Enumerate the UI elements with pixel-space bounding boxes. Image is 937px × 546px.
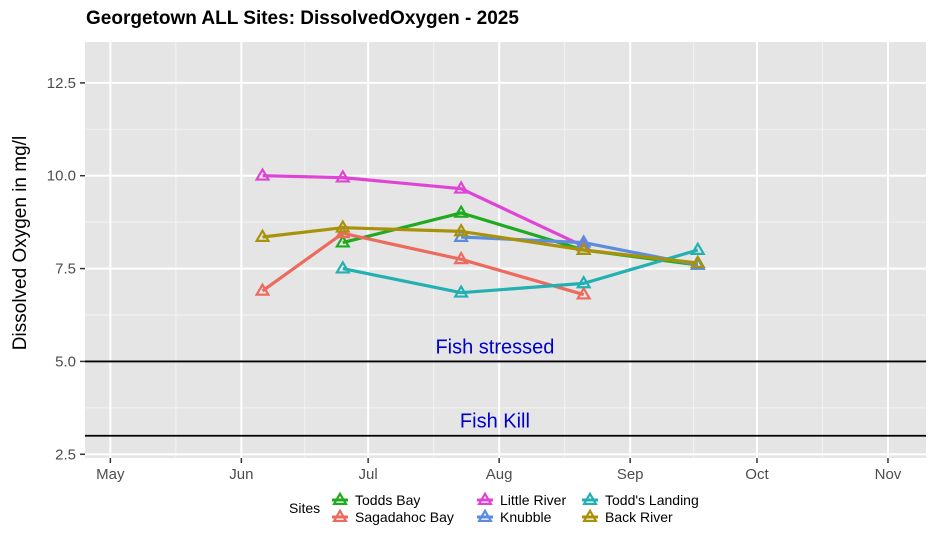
legend-key-marker (332, 491, 348, 505)
data-point (689, 241, 706, 255)
y-tick-label: 2.5 (55, 446, 76, 463)
series (254, 219, 706, 268)
data-point (575, 241, 592, 255)
legend-key-marker (332, 508, 348, 522)
legend-key-marker (582, 491, 598, 505)
data-point (254, 228, 271, 242)
legend-item[interactable]: Knubble (477, 508, 552, 525)
legend-item[interactable]: Sagadahoc Bay (332, 508, 454, 525)
legend-key-marker (477, 491, 493, 505)
reference-line-label: Fish stressed (435, 336, 554, 358)
series (334, 241, 706, 298)
x-tick-label: Nov (875, 466, 902, 483)
series-line (262, 174, 585, 248)
data-point (334, 219, 351, 233)
data-point (575, 234, 592, 248)
series-line (261, 231, 585, 297)
reference-line-label: Fish Kill (460, 411, 530, 433)
x-tick-label: Jun (229, 466, 253, 483)
grid-lines (85, 42, 926, 458)
y-tick-label: 12.5 (47, 75, 76, 92)
legend-item[interactable]: Back River (582, 508, 673, 525)
data-point (453, 284, 469, 298)
series-line (342, 248, 699, 295)
data-point (575, 286, 592, 300)
legend-label: Sagadahoc Bay (355, 509, 454, 525)
legend-title: Sites (289, 500, 320, 516)
legend-label: Todd's Landing (605, 492, 699, 508)
y-tick-label: 7.5 (55, 261, 76, 278)
data-point (334, 234, 351, 248)
legend-key-marker (477, 508, 493, 522)
legend-key-marker (582, 508, 598, 522)
reference-lines: Fish stressed Fish Kill (85, 336, 926, 437)
legend-label: Todds Bay (355, 492, 420, 508)
legend-item[interactable]: Little River (477, 491, 566, 508)
data-point (254, 167, 271, 181)
x-tick-label: Aug (486, 466, 513, 483)
series-line (262, 226, 698, 265)
x-tick-label: Oct (745, 466, 769, 483)
data-point (453, 223, 469, 237)
data-point (334, 260, 351, 274)
x-tick-label: May (96, 466, 125, 483)
data-point (575, 275, 592, 289)
legend-label: Little River (500, 492, 566, 508)
data-point (334, 169, 351, 183)
data-point (689, 254, 706, 268)
data-point (254, 282, 271, 296)
x-tick-label: Jul (359, 466, 378, 483)
chart-title: Georgetown ALL Sites: DissolvedOxygen - … (86, 8, 519, 29)
data-point (453, 250, 469, 265)
data-point (453, 204, 469, 218)
plot-panel (85, 42, 926, 458)
legend-label: Back River (605, 509, 673, 525)
y-tick-label: 5.0 (55, 353, 76, 370)
legend-item[interactable]: Todds Bay (332, 491, 420, 508)
axes: May Jun Jul Aug Sep Oct Nov 2.5 5.0 7.5 10.0 12.5 (47, 75, 902, 483)
x-tick-label: Sep (617, 466, 644, 483)
data-point (453, 180, 469, 194)
y-tick-label: 10.0 (47, 168, 76, 185)
legend-label: Knubble (500, 509, 552, 525)
y-axis-title: Dissolved Oxygen in mg/l (10, 136, 31, 350)
series (254, 167, 592, 252)
legend-item[interactable]: Todd's Landing (582, 491, 699, 508)
series-layer (254, 167, 706, 300)
